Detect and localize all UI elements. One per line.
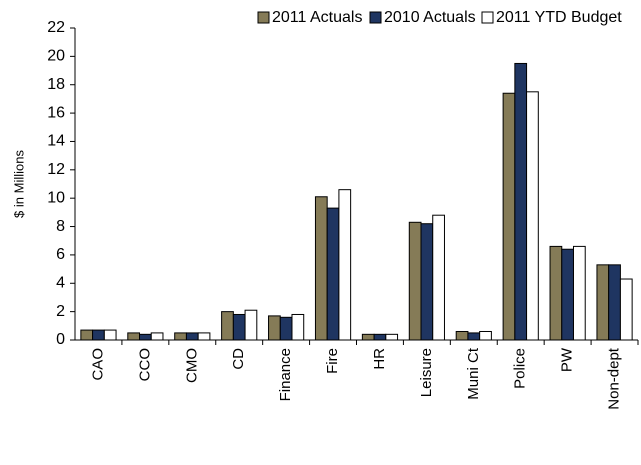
y-tick-label: 4 bbox=[56, 274, 65, 291]
y-tick-label: 6 bbox=[56, 246, 65, 263]
bar bbox=[314, 196, 328, 341]
bar bbox=[291, 313, 305, 341]
bar bbox=[596, 264, 610, 341]
bar bbox=[185, 332, 199, 341]
x-tick-label: CAO bbox=[89, 348, 106, 381]
y-tick-label: 10 bbox=[47, 189, 65, 206]
bar bbox=[549, 245, 563, 341]
bar bbox=[338, 189, 352, 341]
bar bbox=[608, 264, 621, 341]
bar bbox=[244, 309, 258, 341]
bar bbox=[373, 333, 387, 341]
legend-label: 2011 YTD Budget bbox=[496, 9, 622, 26]
x-tick-label: Muni Ct bbox=[465, 347, 482, 400]
y-tick-label: 20 bbox=[47, 48, 65, 65]
y-tick-label: 22 bbox=[47, 19, 65, 36]
bar bbox=[92, 329, 105, 341]
bar bbox=[455, 330, 469, 341]
y-tick-label: 2 bbox=[56, 303, 65, 320]
legend-label: 2010 Actuals bbox=[384, 9, 476, 26]
bar bbox=[408, 221, 422, 341]
x-tick-label: Non-dept bbox=[606, 347, 623, 410]
x-tick-label: PW bbox=[559, 347, 576, 372]
y-tick-label: 16 bbox=[47, 104, 65, 121]
bar bbox=[80, 329, 94, 341]
x-tick-label: Finance bbox=[277, 348, 294, 401]
bar bbox=[232, 313, 246, 341]
y-tick-label: 14 bbox=[47, 133, 65, 150]
bar bbox=[572, 245, 586, 341]
y-tick-label: 0 bbox=[56, 331, 65, 348]
bar bbox=[150, 332, 164, 341]
legend-label: 2011 Actuals bbox=[272, 9, 362, 26]
x-tick-label: HR bbox=[371, 348, 388, 370]
bar bbox=[385, 333, 399, 341]
y-tick-label: 12 bbox=[47, 161, 65, 178]
bar bbox=[268, 315, 281, 341]
bar bbox=[127, 332, 141, 341]
bar bbox=[561, 248, 574, 341]
bar bbox=[619, 278, 633, 341]
bar bbox=[361, 333, 375, 341]
bar bbox=[103, 329, 117, 341]
x-tick-label: Police bbox=[512, 348, 529, 389]
y-axis-label: $ in Millions bbox=[11, 150, 26, 218]
x-tick-label: CCO bbox=[136, 348, 153, 381]
x-tick-label: Leisure bbox=[418, 348, 435, 397]
bar bbox=[279, 316, 293, 341]
bar bbox=[420, 223, 434, 341]
y-tick-label: 8 bbox=[56, 218, 65, 235]
x-tick-label: CD bbox=[230, 348, 247, 370]
bar bbox=[514, 62, 528, 341]
legend-swatch bbox=[369, 11, 382, 24]
y-tick-label: 18 bbox=[47, 76, 65, 93]
bar bbox=[221, 311, 234, 341]
legend-swatch bbox=[481, 11, 494, 24]
bar bbox=[502, 92, 516, 341]
x-tick-label: Fire bbox=[324, 348, 341, 374]
bar bbox=[467, 332, 481, 341]
x-tick-label: CMO bbox=[183, 348, 200, 383]
legend-swatch bbox=[257, 11, 270, 24]
bar bbox=[197, 332, 211, 341]
bar bbox=[326, 207, 340, 341]
bar bbox=[479, 330, 492, 341]
bar bbox=[432, 214, 445, 341]
bar bbox=[174, 332, 187, 341]
bar bbox=[526, 91, 539, 341]
bar bbox=[139, 333, 152, 341]
